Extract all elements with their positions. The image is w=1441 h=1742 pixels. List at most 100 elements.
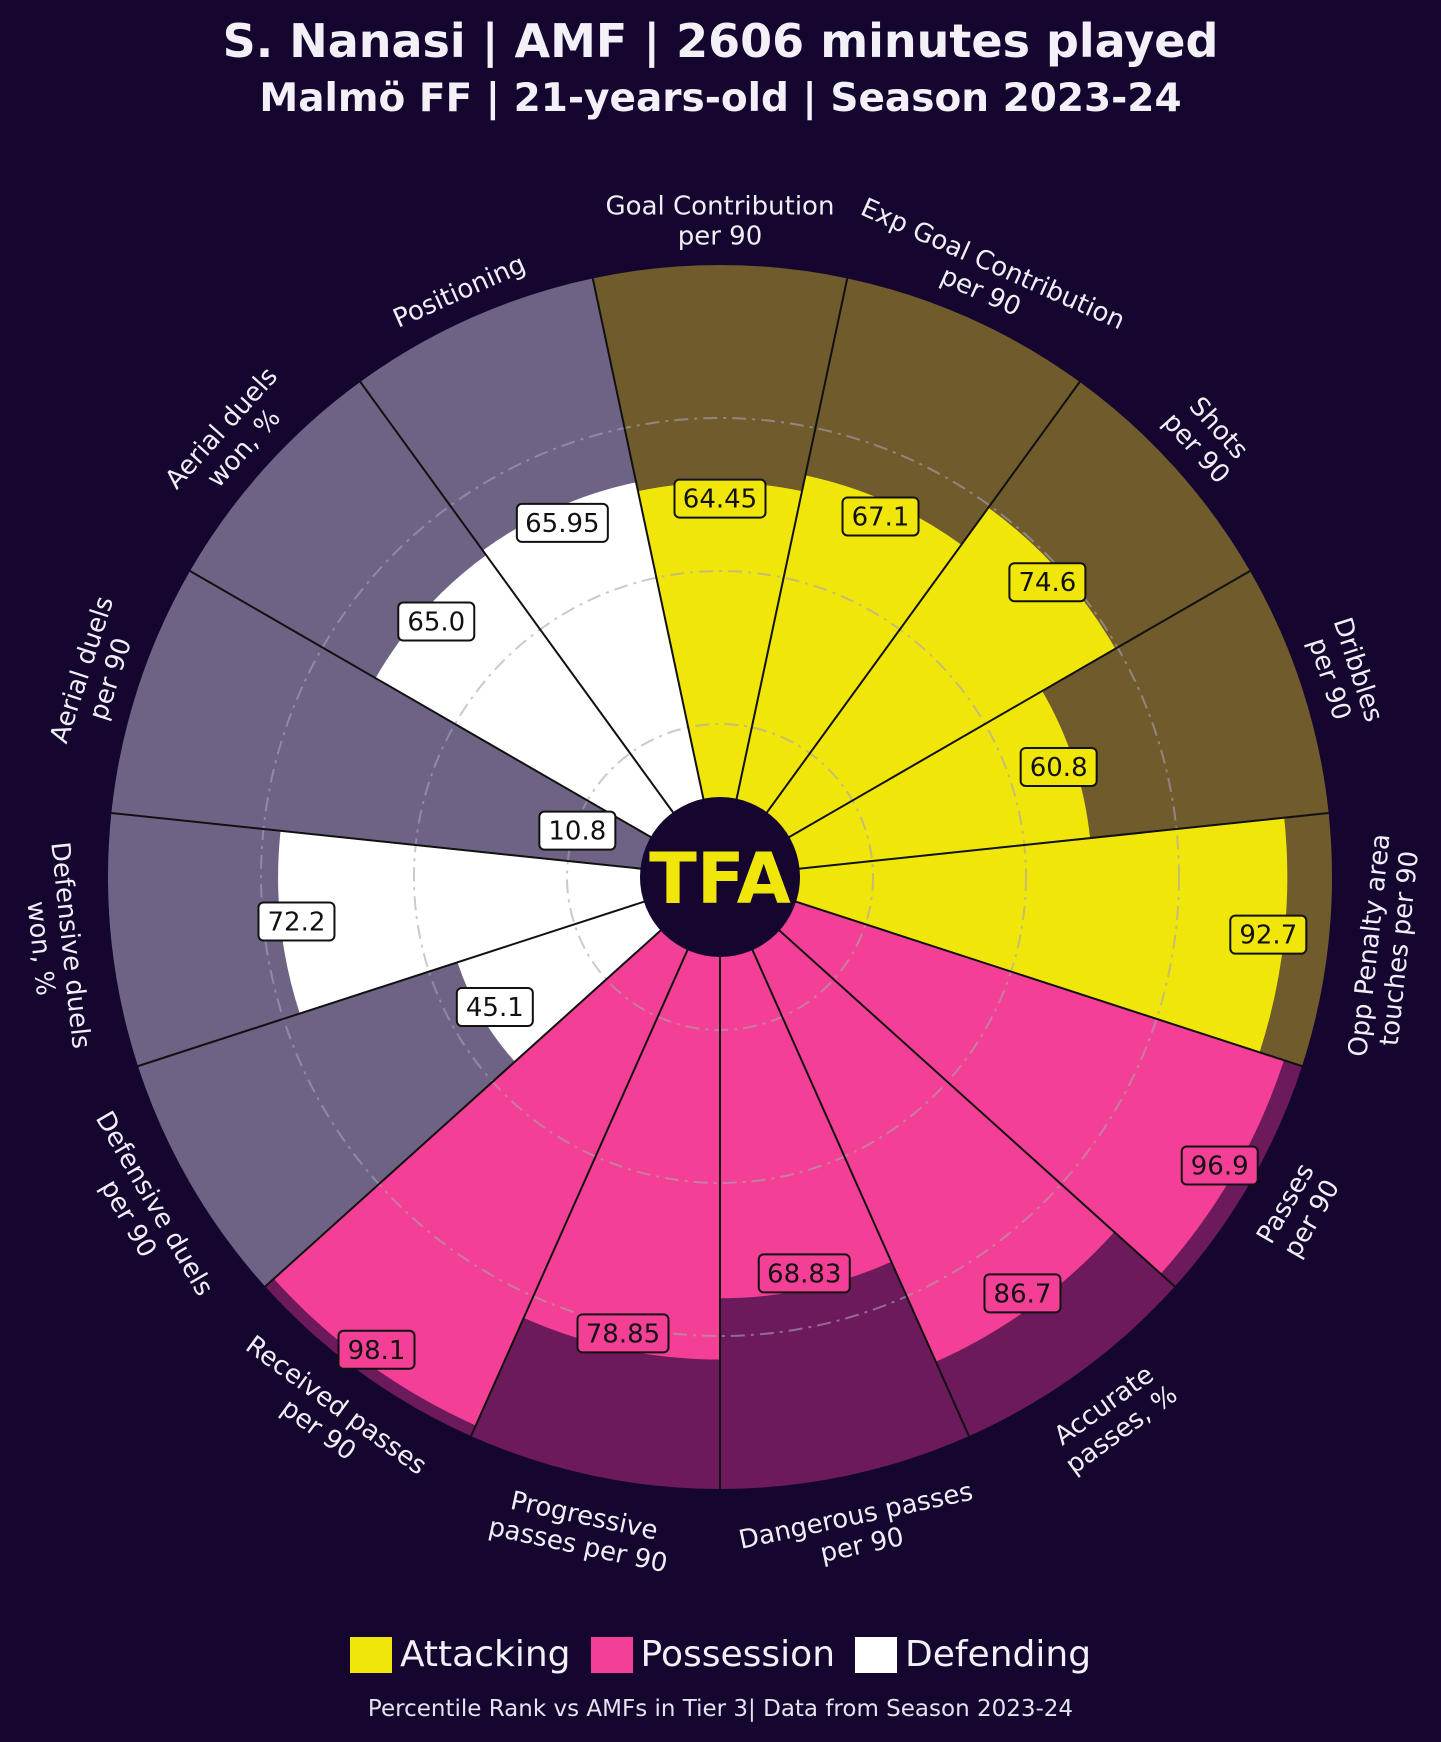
legend-item-possession: Possession <box>590 1634 836 1675</box>
legend-swatch-defending <box>855 1636 898 1673</box>
value-label-box <box>1019 746 1098 787</box>
value-label-box <box>397 601 476 642</box>
value-label-text: 98.1 <box>348 1336 406 1366</box>
value-label: 45.1 <box>455 987 534 1028</box>
value-label-text: 65.95 <box>525 509 599 539</box>
center-logo-group: TFA <box>640 797 800 957</box>
value-label-box <box>515 502 609 543</box>
legend-label-attacking: Attacking <box>399 1634 571 1675</box>
value-label-box <box>1180 1145 1259 1186</box>
value-label-text: 64.45 <box>683 485 757 515</box>
legend-item-defending: Defending <box>855 1634 1091 1675</box>
legend-swatch-possession <box>590 1636 633 1673</box>
slice-divider <box>719 381 1081 878</box>
slice-value-bar <box>482 482 720 877</box>
value-label-box <box>538 810 617 851</box>
value-label-text: 68.83 <box>767 1259 841 1289</box>
value-label: 67.1 <box>841 496 920 537</box>
value-labels: 64.45 67.1 74.6 60.8 92.7 96.9 86.7 68.83 78.85 9… <box>257 478 1308 1370</box>
slice-dividers <box>111 278 1329 1489</box>
chart-subtitle: Malmö FF | 21-years-old | Season 2023-24 <box>259 76 1182 121</box>
value-label: 65.95 <box>515 502 609 543</box>
value-label: 96.9 <box>1180 1145 1259 1186</box>
value-label-text: 86.7 <box>994 1279 1052 1309</box>
value-label-box <box>337 1329 416 1370</box>
slice-value-bar <box>523 877 720 1360</box>
value-label-box <box>841 496 920 537</box>
slice-divider <box>111 812 721 878</box>
value-slices <box>273 475 1288 1426</box>
slice-divider <box>137 876 721 1068</box>
slice-divider <box>591 278 721 878</box>
value-label-box <box>257 901 336 942</box>
legend-item-attacking: Attacking <box>349 1634 571 1675</box>
slice-value-bar <box>720 690 1091 877</box>
value-label: 10.8 <box>538 810 617 851</box>
slice-divider <box>719 812 1329 878</box>
value-label-text: 45.1 <box>466 993 524 1023</box>
footer-note: Percentile Rank vs AMFs in Tier 3| Data … <box>367 1696 1074 1722</box>
value-label: 74.6 <box>1008 562 1087 603</box>
legend-label-possession: Possession <box>640 1634 836 1675</box>
value-label-text: 67.1 <box>852 502 910 532</box>
grid-ring <box>413 570 1027 1184</box>
slice-value-bar <box>720 877 892 1299</box>
slice-divider <box>189 570 721 878</box>
slice-divider <box>719 570 1251 878</box>
value-label-text: 96.9 <box>1191 1152 1249 1182</box>
slice-divider <box>719 876 1176 1288</box>
value-label-text: 74.6 <box>1018 568 1076 598</box>
value-label-text: 78.85 <box>586 1319 660 1349</box>
value-label-box <box>576 1313 670 1354</box>
value-label: 78.85 <box>576 1313 670 1354</box>
value-label-box <box>455 987 534 1028</box>
value-label: 72.2 <box>257 901 336 942</box>
value-label-box <box>1008 562 1087 603</box>
slice-value-bar <box>273 877 720 1426</box>
slice-value-bar <box>720 817 1288 1053</box>
value-label: 68.83 <box>757 1253 851 1294</box>
slice-divider <box>359 381 721 878</box>
slice-divider <box>264 876 721 1288</box>
value-label-box <box>983 1273 1062 1314</box>
slice-value-bar <box>720 475 962 877</box>
center-circle <box>640 797 800 957</box>
legend-label-defending: Defending <box>905 1634 1092 1675</box>
value-label: 60.8 <box>1019 746 1098 787</box>
value-label: 64.45 <box>673 478 767 519</box>
grid-ring <box>260 417 1180 1337</box>
slice-value-bar <box>637 482 803 877</box>
value-label: 98.1 <box>337 1329 416 1370</box>
slice-value-bar <box>278 830 720 1014</box>
value-label-text: 60.8 <box>1030 753 1088 783</box>
slice-value-bar <box>720 877 1285 1274</box>
chart-title: S. Nanasi | AMF | 2606 minutes played <box>222 14 1219 68</box>
category-label-line: per 90 <box>678 222 763 252</box>
slice-value-bar <box>720 877 1115 1362</box>
slice-divider <box>470 876 721 1437</box>
value-label-text: 72.2 <box>268 908 326 938</box>
value-label-text: 10.8 <box>548 817 606 847</box>
value-label-box <box>757 1253 851 1294</box>
value-label-box <box>1229 914 1308 955</box>
category-label-line: Goal Contribution <box>606 192 835 222</box>
value-label: 86.7 <box>983 1273 1062 1314</box>
value-label: 65.0 <box>397 601 476 642</box>
value-label: 92.7 <box>1229 914 1308 955</box>
legend-swatch-attacking <box>349 1636 392 1673</box>
value-label-box <box>673 478 767 519</box>
value-label-text: 92.7 <box>1239 921 1297 951</box>
tfa-logo: TFA <box>649 838 791 920</box>
legend: Attacking Possession Defending <box>0 1634 1441 1675</box>
slice-divider <box>719 278 849 878</box>
slice-background <box>111 571 720 877</box>
